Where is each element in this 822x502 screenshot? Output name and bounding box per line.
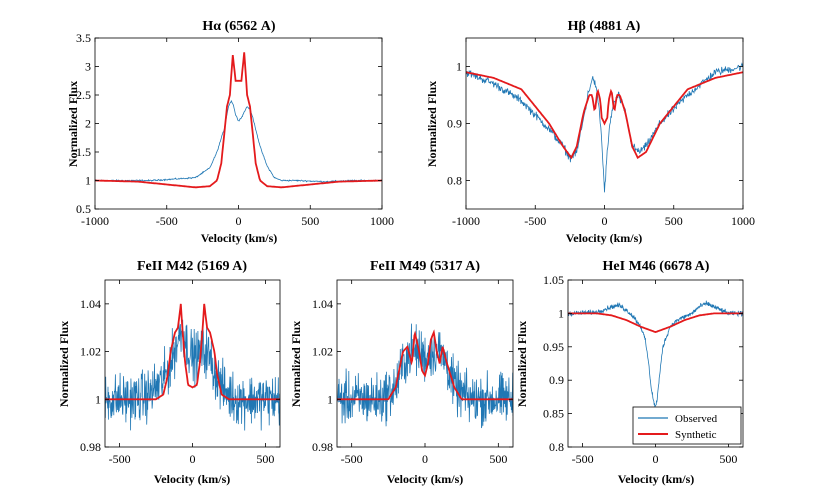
y-tick-label: 1 (95, 392, 101, 406)
y-tick-label: 1.02 (80, 345, 101, 359)
observed-series-line (466, 62, 743, 193)
synthetic-series-line (466, 71, 743, 160)
observed-series-line (568, 300, 743, 407)
synthetic-series-line (105, 303, 280, 401)
x-tick-label: 1000 (370, 214, 394, 228)
legend-observed-label: Observed (675, 413, 718, 425)
x-tick-label: 500 (256, 452, 274, 466)
x-tick-label: -1000 (452, 214, 480, 228)
y-tick-label: 0.8 (549, 440, 564, 454)
y-tick-label: 2 (85, 117, 91, 131)
y-tick-label: 2.5 (76, 88, 91, 102)
y-axis-label: Normalized Flux (57, 321, 71, 407)
x-tick-label: -500 (341, 452, 363, 466)
x-tick-label: 500 (301, 214, 319, 228)
axes-frame (104, 279, 281, 448)
x-axis-label: Velocity (km/s) (566, 231, 643, 245)
observed-series-line (95, 99, 382, 183)
panel-feii-m49: FeII M49 (5317 A) Velocity (km/s) Normal… (289, 259, 514, 486)
y-tick-label: 0.95 (543, 340, 564, 354)
panel-title: Hβ (4881 A) (568, 19, 641, 34)
x-tick-label: 0 (653, 452, 659, 466)
y-tick-label: 1.5 (76, 145, 91, 159)
legend-synthetic-label: Synthetic (675, 429, 717, 441)
y-tick-label: 1.05 (543, 273, 564, 287)
y-tick-label: 3 (85, 60, 91, 74)
panel-halpha: Hα (6562 A) Velocity (km/s) Normalized F… (66, 19, 394, 245)
x-tick-label: 1000 (731, 214, 755, 228)
observed-series-line (105, 318, 280, 431)
y-tick-label: 1 (327, 392, 333, 406)
legend-box (632, 406, 742, 445)
x-tick-label: 0 (602, 214, 608, 228)
y-tick-label: 0.85 (543, 407, 564, 421)
x-axis-label: Velocity (km/s) (387, 472, 464, 486)
y-tick-label: 0.98 (80, 440, 101, 454)
y-tick-label: 0.5 (76, 202, 91, 216)
x-tick-label: -1000 (81, 214, 109, 228)
panel-title: FeII M49 (5317 A) (370, 259, 480, 274)
y-axis-label: Normalized Flux (66, 81, 80, 167)
y-tick-label: 0.98 (312, 440, 333, 454)
y-tick-label: 0.9 (549, 373, 564, 387)
y-tick-label: 1 (85, 174, 91, 188)
panel-hbeta: Hβ (4881 A) Velocity (km/s) Normalized F… (425, 19, 755, 245)
y-tick-label: 1 (456, 60, 462, 74)
synthetic-series-line (337, 329, 513, 401)
x-tick-label: 500 (719, 452, 737, 466)
observed-series-line (337, 323, 513, 429)
panel-feii-m42: FeII M42 (5169 A) Velocity (km/s) Normal… (57, 259, 281, 486)
y-tick-label: 1.02 (312, 345, 333, 359)
panel-hei-m46: HeI M46 (6678 A) Velocity (km/s) Normali… (515, 259, 744, 486)
panel-title: HeI M46 (6678 A) (603, 259, 710, 274)
x-tick-label: -500 (109, 452, 131, 466)
axes-frame (94, 37, 383, 210)
y-axis-label: Normalized Flux (515, 321, 529, 407)
panel-title: Hα (6562 A) (202, 19, 275, 34)
x-tick-label: 0 (190, 452, 196, 466)
synthetic-series-line (568, 312, 743, 334)
y-tick-label: 3.5 (76, 31, 91, 45)
synthetic-series-line (95, 52, 382, 189)
y-tick-label: 1.04 (312, 297, 333, 311)
legend: Observed Synthetic (632, 406, 742, 445)
y-tick-label: 0.8 (447, 174, 462, 188)
x-tick-label: 0 (236, 214, 242, 228)
y-tick-label: 1 (558, 306, 564, 320)
x-axis-label: Velocity (km/s) (201, 231, 278, 245)
x-tick-label: -500 (524, 214, 546, 228)
panel-title: FeII M42 (5169 A) (137, 259, 247, 274)
x-tick-label: 500 (665, 214, 683, 228)
x-axis-label: Velocity (km/s) (618, 472, 695, 486)
y-axis-label: Normalized Flux (289, 321, 303, 407)
y-axis-label: Normalized Flux (425, 81, 439, 167)
x-tick-label: 0 (422, 452, 428, 466)
y-tick-label: 1.04 (80, 297, 101, 311)
x-tick-label: -500 (572, 452, 594, 466)
x-tick-label: -500 (156, 214, 178, 228)
y-tick-label: 0.9 (447, 117, 462, 131)
x-tick-label: 500 (489, 452, 507, 466)
x-axis-label: Velocity (km/s) (154, 472, 231, 486)
